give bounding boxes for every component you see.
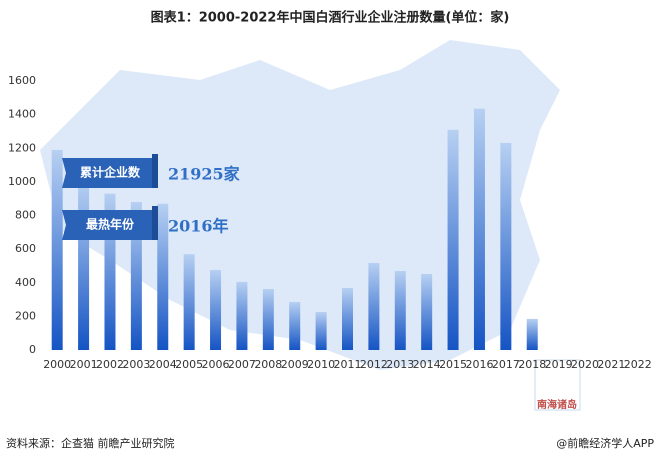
x-tick-label: 2002 [96,358,124,371]
x-tick-label: 2005 [175,358,203,371]
annotation-value: 21925家 [168,165,241,184]
bar [157,203,169,350]
x-tick-label: 2016 [465,358,493,371]
bar [262,288,274,350]
bar [342,287,353,350]
badge-shape [62,210,158,240]
bar [500,142,512,350]
x-tick-label: 2020 [571,358,599,371]
map-label: 南海诸岛 [537,398,577,411]
x-tick-label: 2012 [360,358,388,371]
x-tick-label: 2021 [597,358,625,371]
bar [210,269,222,350]
bar [473,108,485,350]
x-tick-label: 2009 [281,358,309,371]
annotation-label: 累计企业数 [80,165,141,180]
y-tick-label: 200 [15,309,36,322]
y-tick-label: 1200 [8,141,36,154]
bar [447,129,459,350]
bar [368,262,380,350]
x-tick-label: 2006 [202,358,230,371]
annotation-label: 最热年份 [86,217,135,232]
y-tick-label: 600 [15,242,36,255]
x-tick-label: 2018 [518,358,546,371]
bar [78,181,90,350]
bar [104,193,116,350]
y-tick-label: 1600 [8,74,36,87]
x-tick-label: 2013 [386,358,414,371]
bar [315,312,327,350]
x-tick-label: 2001 [70,358,98,371]
bar [526,318,538,350]
x-tick-label: 2017 [492,358,520,371]
x-tick-label: 2007 [228,358,256,371]
y-tick-label: 1400 [8,108,36,121]
bar [183,254,195,350]
annotation-value: 2016年 [168,217,229,236]
x-tick-label: 2000 [43,358,71,371]
source: 资料来源：企查猫 前瞻产业研究院 [6,436,175,450]
bar [236,281,248,350]
chart-title: 图表1：2000-2022年中国白酒行业企业注册数量(单位：家) [151,10,510,26]
x-tick-label: 2004 [149,358,177,371]
x-tick-label: 2008 [254,358,282,371]
bar [51,149,63,350]
x-tick-label: 2010 [307,358,335,371]
badge-tab [152,206,158,240]
x-tick-label: 2022 [624,358,652,371]
bar [421,274,433,350]
bar [130,202,142,350]
y-tick-label: 400 [15,276,36,289]
y-tick-label: 800 [15,209,36,222]
map-inset [534,359,581,411]
x-tick-label: 2014 [413,358,441,371]
bar [394,270,406,350]
y-tick-label: 0 [29,343,36,356]
x-tick-label: 2019 [545,358,573,371]
x-tick-label: 2011 [334,358,362,371]
bar [289,301,301,350]
badge-tab [152,154,158,188]
credit: @前瞻经济学人APP [556,436,654,450]
x-tick-label: 2003 [122,358,150,371]
x-tick-label: 2015 [439,358,467,371]
badge-shape [62,158,158,188]
y-tick-label: 1000 [8,175,36,188]
